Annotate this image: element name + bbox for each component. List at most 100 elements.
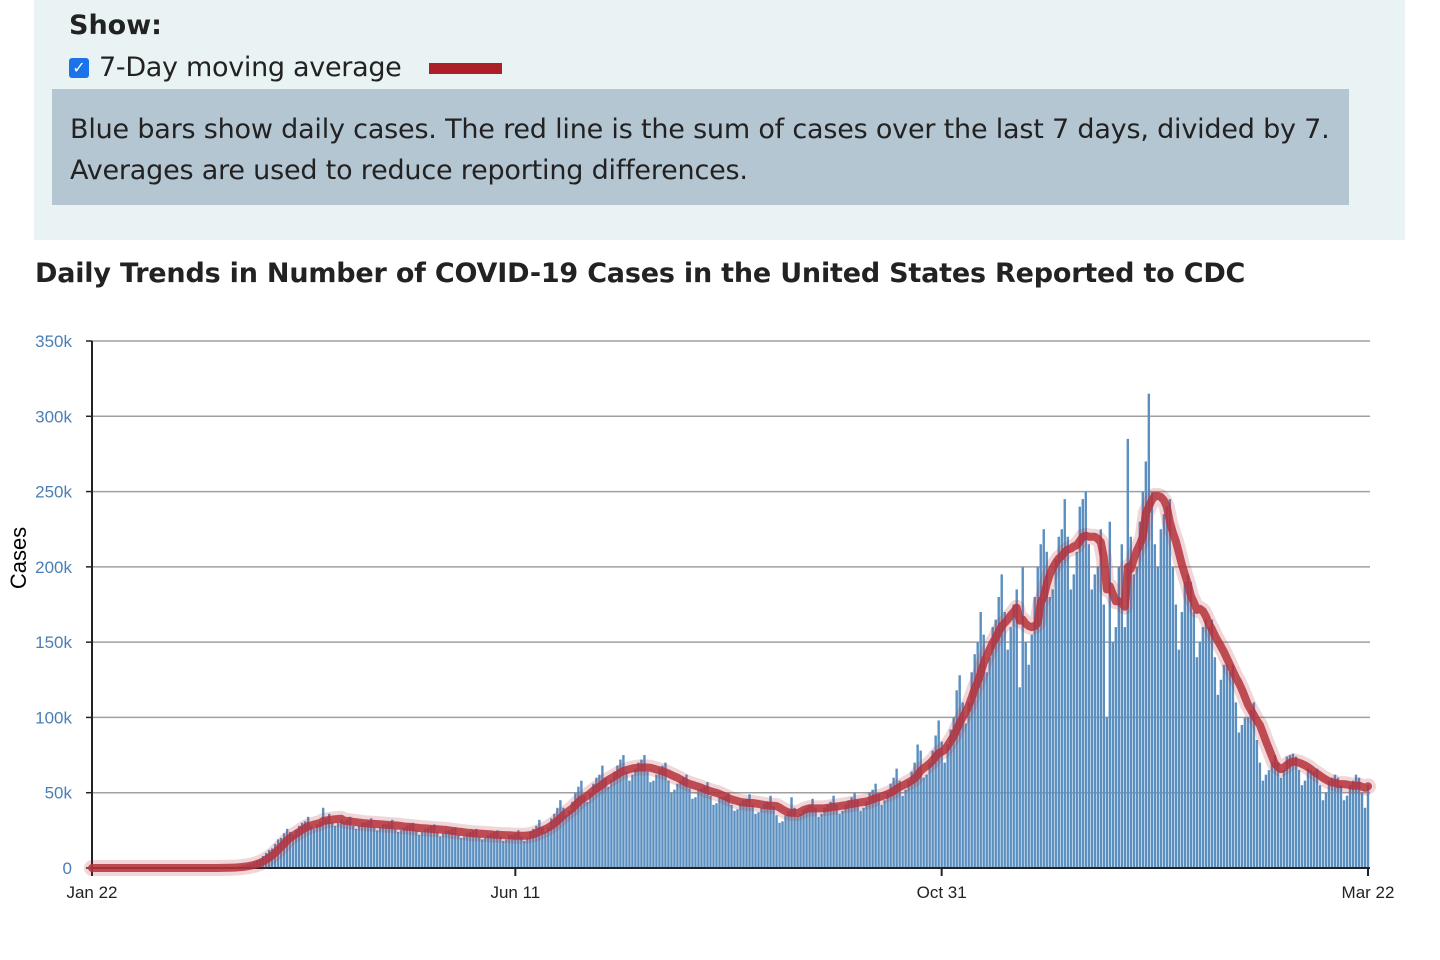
daily-cases-bar [970, 672, 973, 868]
daily-cases-bar [342, 821, 346, 868]
daily-cases-bar [664, 762, 667, 868]
daily-cases-bar [358, 825, 361, 868]
daily-cases-bar [376, 830, 379, 868]
daily-cases-bar [1252, 702, 1256, 868]
daily-cases-bar [859, 810, 862, 868]
daily-cases-bar [1195, 657, 1199, 868]
daily-cases-bar [1207, 627, 1211, 868]
daily-cases-bar [475, 828, 478, 868]
daily-cases-bar [649, 782, 652, 868]
daily-cases-bar [1048, 596, 1051, 868]
moving-average-checkbox[interactable]: ✓ [69, 57, 89, 78]
daily-cases-bar [814, 807, 817, 868]
daily-cases-bar [303, 821, 307, 868]
daily-cases-bar [1348, 785, 1352, 868]
daily-cases-bar [841, 810, 844, 868]
daily-cases-bar [493, 831, 496, 868]
daily-cases-bar [1261, 780, 1265, 868]
daily-cases-bar [787, 810, 790, 868]
daily-cases-bar [502, 840, 505, 868]
daily-cases-bar [517, 830, 520, 868]
daily-cases-bar [916, 744, 919, 868]
daily-cases-bar [1360, 792, 1364, 868]
daily-cases-bar [667, 780, 670, 868]
daily-cases-bar [345, 819, 349, 868]
daily-cases-bar [1231, 664, 1235, 868]
daily-cases-bar [601, 765, 604, 868]
y-tick-label: 50k [45, 784, 73, 803]
daily-cases-bar [1255, 740, 1259, 868]
daily-cases-bar [901, 795, 904, 868]
daily-cases-bar [1156, 566, 1160, 868]
daily-cases-bar [1327, 780, 1331, 868]
daily-cases-bar [355, 828, 358, 868]
daily-cases-bar [499, 836, 502, 868]
daily-cases-bar [496, 830, 499, 868]
daily-cases-bar [1120, 544, 1124, 868]
daily-cases-bar [757, 812, 760, 868]
daily-cases-bar [937, 720, 940, 868]
daily-cases-bar [1087, 544, 1090, 868]
daily-cases-bar [751, 804, 754, 868]
daily-cases-bar [439, 836, 442, 868]
daily-cases-bar [361, 822, 364, 868]
daily-cases-bar [802, 809, 805, 868]
daily-cases-bar [1096, 566, 1099, 868]
daily-cases-bar [595, 777, 598, 868]
daily-cases-bar [367, 821, 370, 868]
daily-cases-bar [805, 807, 808, 868]
daily-cases-bar [1033, 596, 1036, 868]
chart-title: Daily Trends in Number of COVID-19 Cases… [35, 258, 1246, 289]
daily-cases-bar [1054, 559, 1057, 868]
daily-cases-bar [997, 596, 1000, 868]
daily-cases-bar [1084, 491, 1087, 868]
daily-cases-bar [1066, 536, 1069, 868]
daily-cases-bar [658, 768, 661, 868]
daily-cases-bar [892, 777, 895, 868]
daily-cases-bar [1060, 529, 1063, 868]
daily-cases-bar [1312, 771, 1316, 868]
daily-cases-bar [718, 797, 721, 868]
daily-cases-bar [781, 821, 784, 868]
daily-cases-bar [511, 834, 514, 868]
daily-cases-bar [1141, 491, 1145, 868]
daily-cases-bar [454, 827, 457, 868]
daily-cases-bar [279, 837, 283, 868]
daily-cases-bar [1042, 529, 1045, 868]
daily-cases-bar [706, 782, 709, 868]
daily-cases-bar [1099, 529, 1102, 868]
daily-cases-bar [685, 774, 688, 868]
daily-cases-bar [925, 774, 928, 868]
daily-cases-bar [913, 762, 916, 868]
daily-cases-bar [826, 804, 829, 868]
daily-cases-bar [625, 771, 628, 868]
daily-cases-bar [694, 797, 697, 868]
daily-cases-bar [336, 822, 340, 868]
daily-cases-bar [1309, 770, 1313, 868]
daily-cases-bar [811, 798, 814, 868]
daily-cases-bar [715, 803, 718, 868]
daily-cases-bar [1282, 770, 1286, 868]
daily-cases-bar [544, 831, 547, 868]
daily-cases-bar [1303, 780, 1307, 868]
daily-cases-bar [1177, 649, 1181, 868]
daily-cases-bar [1051, 589, 1054, 868]
daily-cases-bar [754, 813, 757, 868]
daily-cases-bar [309, 825, 313, 868]
daily-cases-bar [1288, 755, 1292, 868]
daily-cases-bar [637, 762, 640, 868]
daily-cases-bar [607, 786, 610, 868]
daily-cases-bar [709, 795, 712, 868]
daily-cases-bar [1027, 664, 1030, 868]
daily-cases-bar [1204, 619, 1208, 868]
daily-cases-bar [294, 830, 298, 868]
daily-cases-bar [1270, 762, 1274, 868]
moving-average-toggle[interactable]: ✓ 7-Day moving average [69, 52, 402, 83]
daily-cases-bar [541, 827, 544, 868]
daily-cases-bar [403, 827, 406, 868]
daily-cases-bar [523, 840, 526, 868]
daily-cases-bar [856, 800, 859, 868]
daily-cases-bar [463, 836, 466, 868]
daily-cases-bar [778, 822, 781, 868]
